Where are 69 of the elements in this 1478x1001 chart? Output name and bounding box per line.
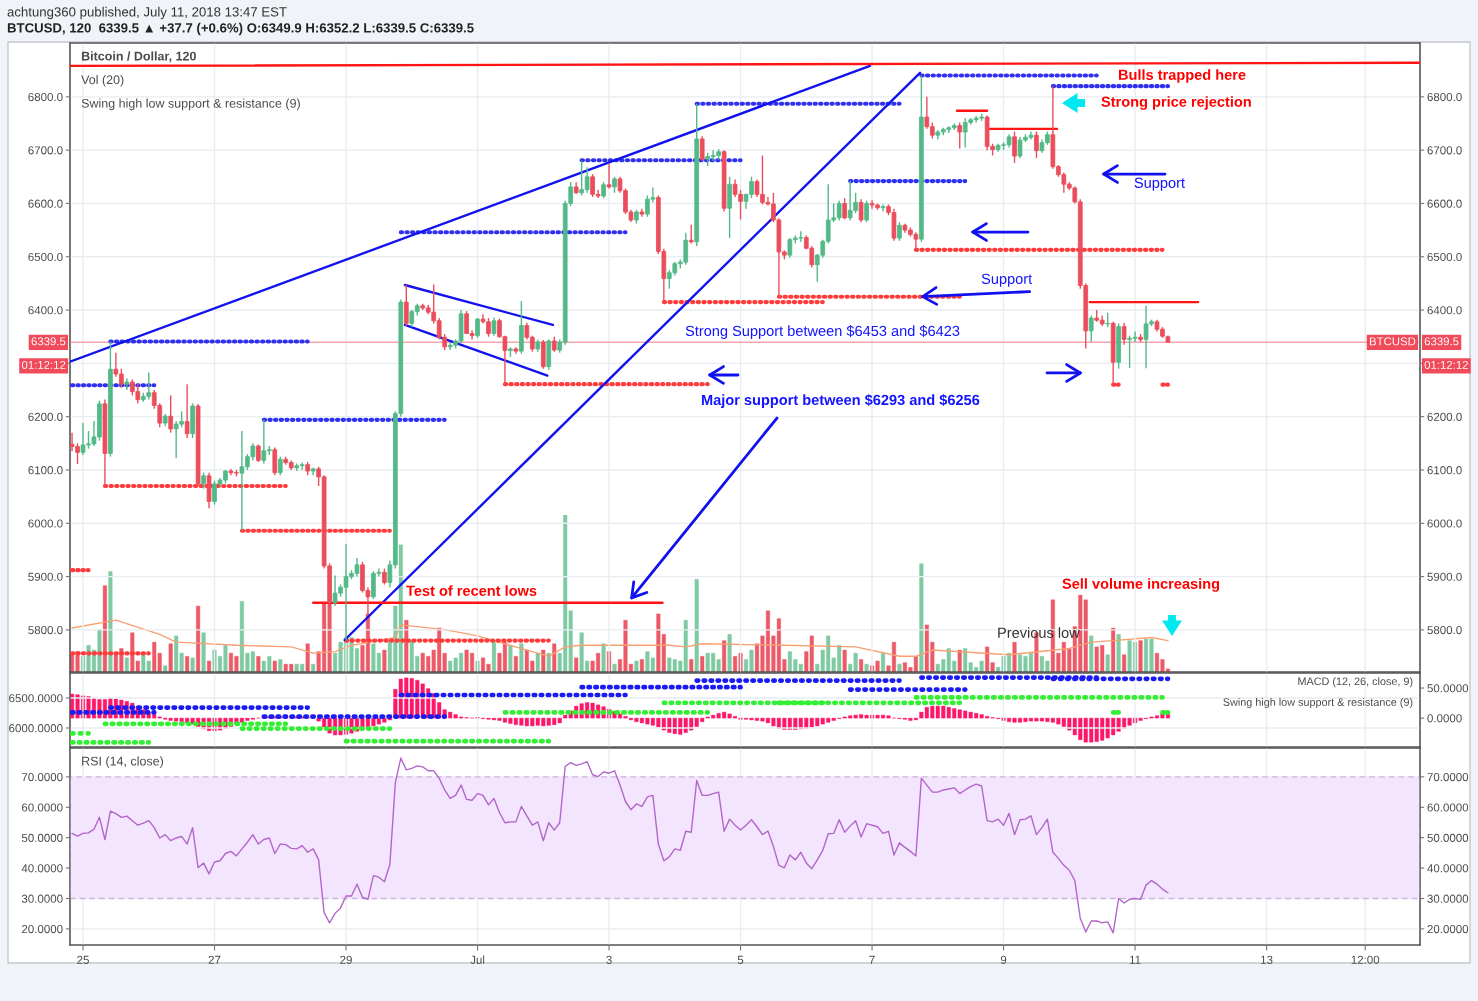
- ref-line-label: 6339.5: [31, 337, 66, 346]
- annotation: Swing high low support & resistance (9): [81, 98, 300, 111]
- y-tick-label: 6800.0: [28, 92, 63, 102]
- annotation: RSI (14, close): [82, 756, 163, 768]
- y-tick-label: 70.0000: [21, 773, 63, 782]
- chart-subtitle: BTCUSD, 120 6339.5 ▲ +37.7 (+0.6%) O:6349.9 H:6352.2 L:6339.5 C:6339.5: [7, 22, 474, 36]
- annotation: Bitcoin / Dollar, 120: [81, 51, 196, 63]
- y2-tick-label: 6400.0: [1427, 306, 1462, 315]
- y-tick-label: 5800.0: [28, 626, 63, 635]
- x-tick-label: Jul: [470, 955, 485, 964]
- y2-tick-label: 60.0000: [1427, 803, 1469, 812]
- annotation: Support: [1134, 177, 1185, 191]
- y-tick-label: 6500.0: [28, 252, 63, 262]
- x-tick-label: 29: [340, 955, 352, 964]
- y2-tick-label: 6000.0: [1427, 519, 1462, 528]
- y-tick-label: 20.0000: [21, 925, 63, 934]
- y2-tick-label: 30.0000: [1427, 894, 1469, 903]
- annotation: Bulls trapped here: [1118, 69, 1246, 83]
- x-tick-label: 7: [869, 955, 875, 964]
- annotation: Major support between $6293 and $6256: [701, 394, 980, 408]
- y-tick-label: 6000.0: [28, 519, 63, 528]
- text: 01:12:12: [21, 360, 66, 369]
- y2-tick-label: 6200.0: [1427, 412, 1462, 421]
- chart-title: achtung360 published, July 11, 2018 13:47 EST: [7, 6, 287, 20]
- y2-tick-label: 5900.0: [1427, 572, 1462, 581]
- x-tick-label: 11: [1129, 955, 1141, 964]
- y2-tick-label: 20.0000: [1427, 925, 1469, 934]
- annotation: Previous low: [998, 627, 1080, 638]
- annotation: Strong Support between $6453 and $6423: [685, 325, 960, 339]
- x-tick-label: 9: [1000, 955, 1007, 964]
- y-tick-label: 30.0000: [21, 894, 63, 903]
- annotation: Vol (20): [81, 74, 124, 87]
- y2-tick-label: 0.0000: [1427, 714, 1462, 723]
- y-tick-label: 40.0000: [21, 864, 63, 873]
- y2-tick-label: 6100.0: [1427, 466, 1462, 475]
- annotation: Sell volume increasing: [1062, 578, 1220, 592]
- annotation: MACD (12, 26, close, 9): [1298, 677, 1413, 688]
- x-tick-label: 12:00: [1351, 955, 1380, 964]
- y-tick-label: 60.0000: [21, 803, 63, 812]
- y2-tick-label: 50.0000: [1427, 833, 1469, 842]
- y2-tick-label: 5800.0: [1427, 626, 1462, 635]
- y-tick-label: 50.0000: [21, 833, 63, 842]
- y2-tick-label: 6600.0: [1427, 199, 1462, 208]
- annotation: Test of recent lows: [406, 585, 537, 596]
- annotation: Support: [981, 273, 1033, 287]
- x-tick-label: 13: [1261, 955, 1273, 964]
- y-tick-label: 6100.0: [28, 466, 63, 475]
- x-tick-label: 27: [208, 955, 221, 964]
- annotation: Swing high low support & resistance (9): [1223, 698, 1413, 709]
- y-tick-label: 6200.0: [28, 412, 63, 421]
- x-tick-label: 5: [737, 955, 744, 964]
- y-tick-label: 6500.0000: [9, 694, 63, 703]
- annotation: BTCUSD: [1369, 337, 1416, 346]
- annotation: Strong price rejection: [1101, 96, 1251, 110]
- y2-tick-label: 6800.0: [1427, 92, 1462, 102]
- y2-tick-label: 70.0000: [1427, 773, 1469, 782]
- y-tick-label: 6400.0: [28, 306, 63, 315]
- y2-tick-label: 40.0000: [1427, 864, 1469, 873]
- x-tick-label: 25: [77, 955, 89, 964]
- y-tick-label: 6000.0000: [9, 724, 63, 733]
- y2-tick-label: 50.0000: [1427, 684, 1469, 693]
- y-tick-label: 5900.0: [28, 572, 63, 581]
- y2-tick-label: 6700.0: [1427, 146, 1462, 155]
- y-tick-label: 6600.0: [28, 199, 63, 208]
- x-tick-label: 3: [606, 955, 612, 964]
- y2-tick-label: 6500.0: [1427, 252, 1462, 262]
- text: 01:12:12: [1424, 360, 1468, 369]
- y-tick-label: 6700.0: [28, 146, 63, 155]
- text: 6339.5: [1424, 337, 1459, 346]
